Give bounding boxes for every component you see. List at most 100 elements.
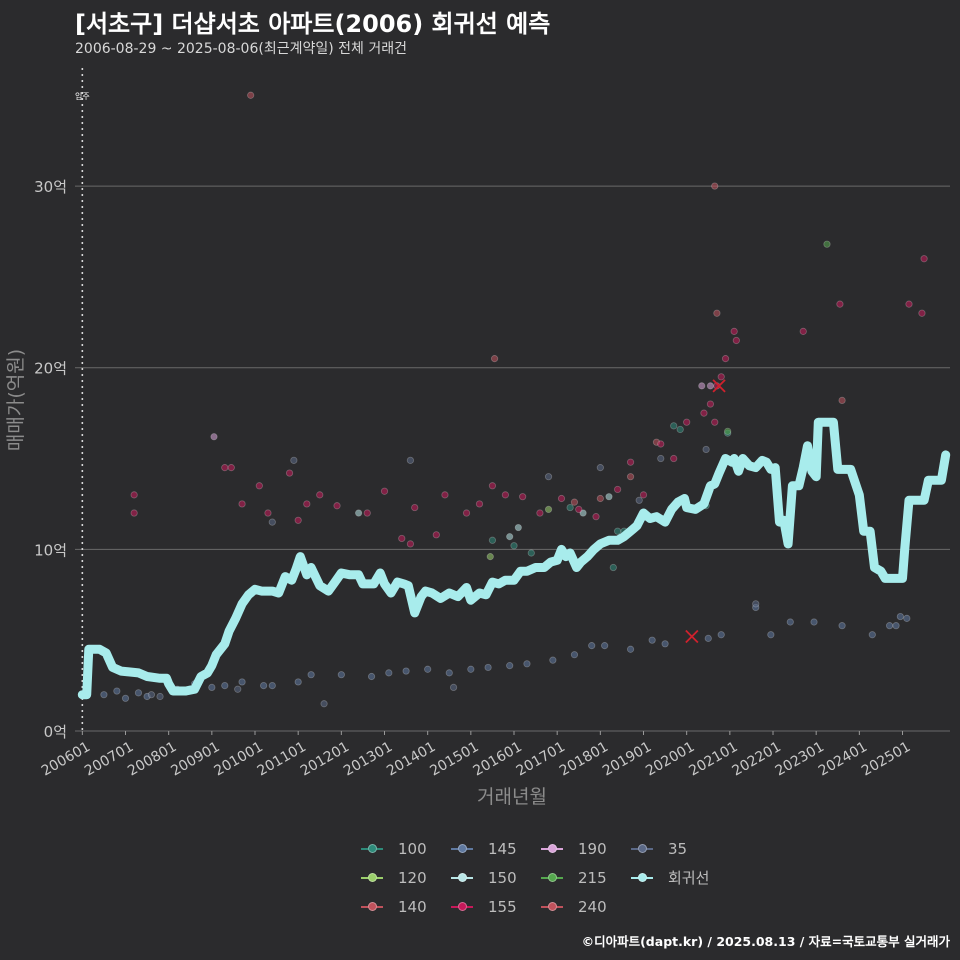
data-point	[920, 255, 928, 263]
move-in-label: 입주	[75, 92, 90, 101]
data-point	[333, 502, 341, 510]
data-point	[614, 485, 622, 494]
legend-item: 140	[360, 896, 450, 917]
data-point	[698, 382, 706, 390]
data-point	[721, 355, 730, 363]
data-point	[635, 496, 643, 504]
legend-item: 215	[540, 867, 630, 888]
data-point	[398, 534, 406, 543]
legend-key-icon	[450, 896, 474, 917]
data-point	[432, 531, 440, 539]
legend-label: 회귀선	[668, 869, 710, 887]
y-tick-label: 0억	[44, 723, 67, 741]
data-point	[575, 505, 583, 513]
data-point	[467, 665, 475, 673]
data-point	[704, 634, 712, 642]
regression-line	[77, 417, 951, 700]
data-point	[294, 516, 302, 524]
legend-label: 240	[578, 897, 607, 916]
data-point	[823, 240, 831, 248]
y-axis-label: 매매가(억원)	[5, 349, 27, 451]
legend-label: 190	[578, 839, 607, 858]
data-point	[626, 458, 635, 466]
legend-item: 150	[450, 867, 540, 888]
data-point	[488, 536, 497, 544]
data-point	[290, 456, 298, 464]
data-point	[445, 669, 453, 677]
data-point	[799, 327, 807, 335]
x-tick-label: 201101	[255, 739, 309, 780]
legend-key-icon	[450, 838, 474, 859]
x-tick-label: 201701	[514, 739, 568, 780]
data-point	[238, 500, 246, 508]
legend-key-icon	[540, 896, 564, 917]
chart-title: [서초구] 더샵서초 아파트(2006) 회귀선 예측	[75, 10, 551, 38]
data-point	[264, 509, 272, 517]
legend-key-icon	[630, 838, 654, 859]
data-point	[885, 622, 894, 630]
data-point	[676, 425, 684, 434]
legend-label: 155	[488, 897, 517, 916]
data-point	[713, 309, 721, 317]
data-point	[579, 509, 587, 517]
data-point	[380, 487, 389, 495]
data-point	[838, 622, 846, 630]
y-tick-label: 10억	[34, 541, 67, 559]
y-tick-label: 20억	[34, 360, 67, 378]
data-point	[605, 493, 613, 501]
legend-key-icon	[540, 838, 564, 859]
data-point	[838, 396, 846, 405]
legend-label: 140	[398, 897, 427, 916]
x-tick-label: 201401	[384, 739, 438, 780]
data-point	[570, 498, 579, 506]
data-point	[596, 464, 604, 472]
data-point	[234, 685, 242, 693]
data-point	[134, 689, 143, 697]
data-point	[544, 505, 553, 513]
data-point	[238, 678, 246, 686]
data-point	[657, 440, 665, 448]
data-point	[700, 409, 708, 417]
data-point	[614, 527, 622, 535]
data-point	[905, 300, 913, 308]
data-point	[670, 422, 678, 430]
data-point	[411, 503, 419, 512]
data-point	[337, 671, 345, 679]
legend-label: 150	[488, 868, 517, 887]
data-point	[320, 700, 328, 708]
data-point	[536, 509, 544, 517]
data-point	[549, 656, 557, 664]
data-point	[601, 642, 609, 650]
legend-label: 145	[488, 839, 517, 858]
x-tick-label: 202101	[686, 739, 740, 780]
legend-item	[630, 896, 720, 917]
data-point	[717, 373, 725, 381]
data-point	[506, 662, 514, 670]
data-point	[892, 622, 900, 630]
legend-label: 35	[668, 839, 688, 858]
data-point	[355, 509, 363, 517]
data-point	[918, 309, 926, 317]
x-tick-label: 201201	[298, 739, 352, 780]
data-point	[285, 469, 294, 477]
x-tick-label: 202501	[859, 739, 913, 780]
data-point	[462, 509, 471, 517]
data-point	[156, 692, 164, 701]
data-point	[514, 523, 522, 532]
x-tick-label: 201901	[600, 739, 654, 780]
legend-item: 240	[540, 896, 630, 917]
data-point	[260, 681, 268, 690]
data-point	[711, 182, 719, 190]
data-point	[100, 691, 108, 699]
data-point	[724, 427, 732, 435]
data-point	[268, 518, 276, 526]
data-point	[903, 614, 911, 622]
data-point	[592, 513, 600, 521]
data-point	[113, 687, 121, 695]
x-tick-label: 200701	[82, 739, 136, 780]
data-point	[488, 482, 497, 490]
data-point	[544, 473, 553, 481]
data-point	[307, 671, 315, 679]
data-point	[732, 336, 740, 345]
